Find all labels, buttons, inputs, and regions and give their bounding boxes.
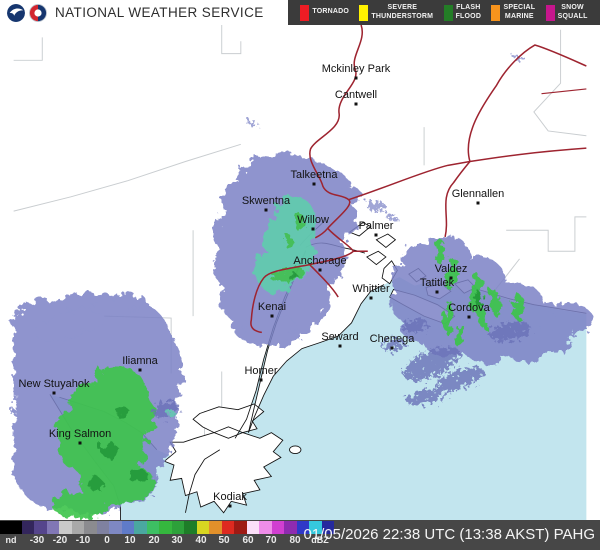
colorbar-segment [59, 521, 72, 534]
colorbar-segment [159, 521, 172, 534]
warning-color-swatch [300, 4, 310, 21]
warning-color-swatch [359, 4, 369, 21]
colorbar-tick-label: 50 [218, 535, 230, 546]
colorbar-tick-label: 10 [124, 535, 136, 546]
colorbar-tick-label: 80 [289, 535, 301, 546]
warning-label: TORNADO [312, 8, 350, 16]
map-canvas [13, 25, 593, 527]
colorbar-segment [22, 521, 35, 534]
warning-legend-item: SPECIAL MARINE [491, 4, 536, 21]
colorbar-tick-label: 0 [104, 535, 110, 546]
colorbar-segment [84, 521, 97, 534]
seward-spur [309, 264, 339, 298]
colorbar-tick-label: dBZ [311, 535, 329, 545]
colorbar-segment [121, 521, 135, 534]
warning-legend-item: SNOW SQUALL [545, 4, 588, 21]
colorbar-segment [134, 521, 147, 534]
colorbar-segment [71, 521, 85, 534]
glenn-highway [348, 160, 471, 201]
radar-echoes [13, 56, 593, 519]
warning-label: SNOW SQUALL [557, 4, 588, 20]
warning-color-swatch [443, 4, 453, 21]
colorbar-tick-label: 40 [195, 535, 207, 546]
colorbar-segment [259, 521, 272, 534]
timestamp-text: 01/05/2026 22:38 UTC (13:38 AKST) PAHG [303, 526, 595, 543]
glennallen-east-highway [469, 147, 587, 163]
colorbar-segment [109, 521, 122, 534]
colorbar-tick-label: -10 [75, 535, 91, 546]
zone-boundaries [13, 25, 587, 498]
nws-brand[interactable]: NATIONAL WEATHER SERVICE [7, 0, 264, 25]
colorbar-segment [284, 521, 297, 534]
colorbar-segment [46, 521, 60, 534]
richardson-highway-valdez [444, 161, 471, 238]
warning-label: SPECIAL MARINE [503, 4, 536, 20]
warning-label: SEVERE THUNDERSTORM [371, 4, 434, 20]
colorbar-segment [221, 521, 235, 534]
nws-logo-icon [29, 3, 47, 22]
colorbar-segment [0, 521, 22, 534]
colorbar-tick-label: -30 [29, 535, 45, 546]
warning-legend-item: TORNADO [300, 4, 350, 21]
warning-legend: TORNADO SEVERE THUNDERSTORM FLASH FLOOD SPE… [288, 0, 600, 25]
colorbar-tick-label: 20 [148, 535, 160, 546]
colorbar-segment [171, 521, 185, 534]
bottom-status-bar: nd -30 -20 -10 0 10 20 30 40 50 60 70 80 dBZ 01/05/20… [0, 520, 600, 550]
colorbar-segment [309, 521, 322, 534]
highways [250, 25, 587, 334]
colorbar-tick-label: 60 [242, 535, 254, 546]
colorbar-segment [184, 521, 197, 534]
reflectivity-colorbar [0, 521, 335, 534]
colorbar-segment [271, 521, 285, 534]
colorbar-tick-label: nd [5, 535, 17, 545]
colorbar-segment [296, 521, 310, 534]
colorbar-tick-label: 30 [171, 535, 183, 546]
richardson-highway-north [467, 44, 587, 162]
warning-color-swatch [545, 4, 555, 21]
colorbar-tick-label: 70 [265, 535, 277, 546]
colorbar-tick-label: -20 [52, 535, 68, 546]
colorbar-segment [34, 521, 47, 534]
colorbar-segment [209, 521, 222, 534]
top-right-highway [541, 88, 587, 95]
warning-color-swatch [491, 4, 501, 21]
parks-highway [309, 25, 364, 239]
header-bar: NATIONAL WEATHER SERVICE TORNADO SEVERE T… [0, 0, 600, 25]
colorbar-segment [196, 521, 210, 534]
noaa-logo-icon [7, 3, 25, 22]
radar-map[interactable] [0, 25, 600, 550]
colorbar-segment [96, 521, 110, 534]
warning-legend-item: FLASH FLOOD [443, 4, 482, 21]
colorbar-segment [234, 521, 247, 534]
colorbar-segment [246, 521, 260, 534]
warning-legend-item: SEVERE THUNDERSTORM [359, 4, 434, 21]
colorbar-segment [321, 521, 335, 534]
warning-label: FLASH FLOOD [455, 4, 482, 20]
sterling-highway [250, 263, 310, 334]
agency-title: NATIONAL WEATHER SERVICE [55, 5, 264, 20]
colorbar-segment [146, 521, 160, 534]
